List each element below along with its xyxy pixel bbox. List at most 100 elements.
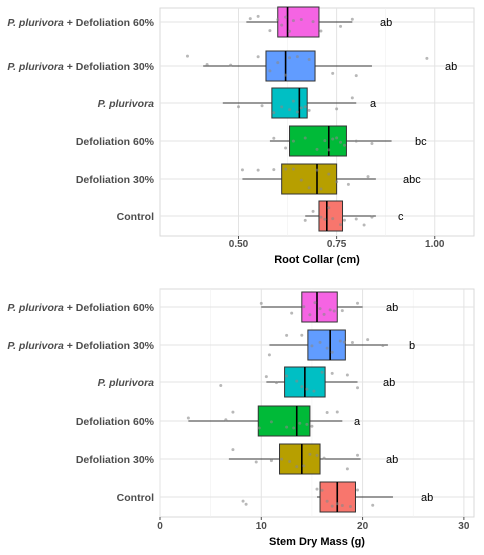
data-point xyxy=(260,104,264,108)
data-point xyxy=(237,105,240,109)
data-point xyxy=(280,105,284,109)
data-point xyxy=(338,339,342,343)
data-point xyxy=(346,182,350,186)
data-point xyxy=(366,175,370,179)
data-point xyxy=(356,301,360,305)
data-point xyxy=(350,17,354,21)
box-3: a P. plurivora xyxy=(98,87,377,119)
data-point xyxy=(323,139,327,143)
data-point xyxy=(356,453,360,457)
data-point xyxy=(318,307,322,311)
x-tick-label: 0.50 xyxy=(229,239,249,250)
box-iqr xyxy=(265,50,316,82)
data-point xyxy=(322,312,326,316)
data-point xyxy=(303,218,307,222)
box-1: ab P. plurivora + Defoliation 60% xyxy=(7,291,398,323)
data-point xyxy=(354,139,358,143)
data-point xyxy=(254,460,258,464)
data-point xyxy=(256,14,260,18)
data-point xyxy=(244,502,248,506)
significance-letter: ab xyxy=(380,17,392,29)
data-point xyxy=(299,106,303,110)
data-point xyxy=(231,410,235,414)
plot-area xyxy=(159,7,475,237)
significance-letter: abc xyxy=(403,174,421,186)
data-point xyxy=(319,215,323,219)
box-iqr xyxy=(318,200,344,232)
category-label: Defoliation 30% xyxy=(76,174,155,186)
data-point xyxy=(288,56,292,60)
data-point xyxy=(310,344,314,348)
box-6: ab Control xyxy=(117,481,433,513)
data-point xyxy=(354,74,358,78)
data-point xyxy=(291,19,295,23)
category-label: P. plurivora xyxy=(98,377,155,389)
significance-letter: ab xyxy=(421,492,433,504)
data-point xyxy=(256,55,260,59)
significance-letter: ab xyxy=(386,454,398,466)
category-label: Control xyxy=(117,211,154,223)
data-point xyxy=(186,416,190,420)
data-point xyxy=(295,379,299,383)
box-5: abc Defoliation 30% xyxy=(76,163,421,195)
data-point xyxy=(371,503,375,507)
data-point xyxy=(272,168,276,172)
panel-1: 0.50 0.75 1.00 Root Collar (cm) ab P. plurivo… xyxy=(7,6,475,266)
data-point xyxy=(335,180,339,184)
data-point xyxy=(268,69,272,73)
data-point xyxy=(224,418,228,422)
box-iqr xyxy=(281,163,338,195)
significance-letter: ab xyxy=(383,377,395,389)
box-4: bc Defoliation 60% xyxy=(76,125,427,157)
data-point xyxy=(295,110,299,114)
data-point xyxy=(319,29,323,33)
box-4: a Defoliation 60% xyxy=(76,405,361,437)
data-point xyxy=(267,353,271,357)
data-point xyxy=(319,187,323,191)
data-point xyxy=(292,426,296,430)
box-iqr xyxy=(301,291,338,323)
data-point xyxy=(303,136,307,140)
x-tick-label: 20 xyxy=(357,521,369,532)
data-point xyxy=(259,301,263,305)
significance-letter: ab xyxy=(386,302,398,314)
data-point xyxy=(356,488,360,492)
data-point xyxy=(335,410,339,414)
category-label: Control xyxy=(117,492,154,504)
data-point xyxy=(280,23,284,27)
data-point xyxy=(305,387,309,391)
data-point xyxy=(315,147,319,151)
data-point xyxy=(356,386,360,390)
data-point xyxy=(311,209,315,213)
category-label: Defoliation 60% xyxy=(76,136,155,148)
data-point xyxy=(288,108,292,112)
data-point xyxy=(300,333,304,337)
data-point xyxy=(257,426,261,430)
box-iqr xyxy=(307,329,346,361)
data-point xyxy=(288,460,292,464)
data-point xyxy=(272,111,276,115)
data-point xyxy=(300,385,304,389)
plot-area xyxy=(159,288,475,518)
x-tick-label: 10 xyxy=(256,521,268,532)
data-point xyxy=(342,340,346,344)
data-point xyxy=(295,55,299,59)
data-point xyxy=(291,99,295,103)
data-point xyxy=(307,58,311,62)
category-label: P. plurivora + Defoliation 60% xyxy=(7,17,154,29)
data-point xyxy=(268,29,272,33)
data-point xyxy=(330,504,334,508)
significance-letter: a xyxy=(354,416,361,428)
data-point xyxy=(305,422,309,426)
data-point xyxy=(285,425,289,429)
data-point xyxy=(274,381,278,385)
data-point xyxy=(307,186,311,190)
data-point xyxy=(335,502,339,506)
significance-letter: bc xyxy=(415,136,427,148)
data-point xyxy=(331,217,335,221)
data-point xyxy=(290,311,294,315)
data-point xyxy=(285,333,289,337)
data-point xyxy=(269,420,273,424)
data-point xyxy=(330,350,334,354)
